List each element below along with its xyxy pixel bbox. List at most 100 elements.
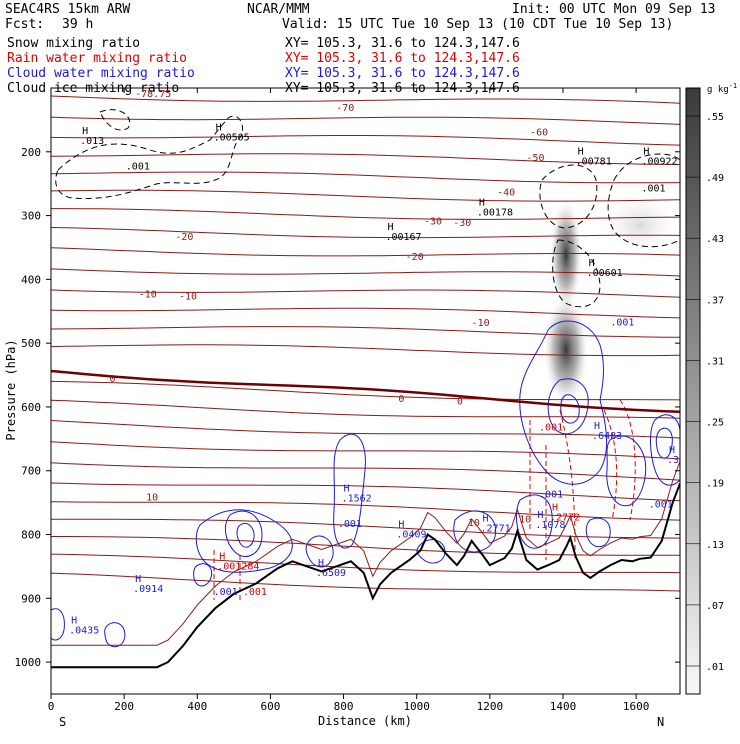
y-tick-label: 200 xyxy=(21,146,41,159)
temperature-contour-label: -78.75 xyxy=(135,89,171,100)
temperature-isotherm xyxy=(51,399,680,419)
temperature-contour-label: -10 xyxy=(472,318,490,329)
maximum-value: .00601 xyxy=(587,268,623,279)
legend-level-label: .37 xyxy=(706,295,724,306)
legend-level-label: .55 xyxy=(706,112,724,123)
maximum-marker: H.00167 xyxy=(385,222,421,243)
temperature-contour-label: -50 xyxy=(526,153,544,164)
maximum-letter: H xyxy=(479,198,485,209)
maximum-marker: .001 xyxy=(539,423,563,434)
maximum-letter: H xyxy=(589,258,595,269)
x-tick-label: 800 xyxy=(334,700,354,713)
maximum-value: .6509 xyxy=(316,568,346,579)
maximum-marker: H.2771 xyxy=(481,513,511,534)
y-tick-label: 300 xyxy=(21,210,41,223)
maximum-value: .001284 xyxy=(217,562,259,573)
legend-unit: g kg-1 xyxy=(707,82,737,95)
temperature-isotherm xyxy=(51,289,680,298)
maximum-marker: .001 xyxy=(126,162,150,173)
y-tick-label: 500 xyxy=(21,337,41,350)
temperature-contour-label: 0 xyxy=(457,397,463,408)
maximum-marker: H.2772 xyxy=(550,502,580,523)
temperature-contour-label: -60 xyxy=(530,127,548,138)
temperature-isotherm xyxy=(51,344,680,357)
legend-colorbar xyxy=(685,87,701,695)
maximum-value: .001 xyxy=(243,587,267,598)
shading-legend: .01 .07 .13 .19 .25 .31 .37 .43 .49 .55 g kg-1 xyxy=(685,82,737,695)
maximum-marker: H.001284 xyxy=(217,552,259,573)
field-name-rain: Rain water mixing ratio xyxy=(7,51,187,66)
legend-level-label: .31 xyxy=(706,356,724,367)
forecast-label: Fcst: xyxy=(5,17,44,32)
temperature-isotherm xyxy=(51,482,680,502)
field-name-cloud-water: Cloud water mixing ratio xyxy=(7,66,195,81)
maximum-letter: H xyxy=(483,513,489,524)
temperature-contour-label: -30 xyxy=(424,217,442,228)
maximum-value: .0914 xyxy=(133,584,163,595)
temperature-contour-label: 10 xyxy=(519,515,531,526)
maximum-value: .001 xyxy=(649,500,673,511)
temperature-contour-label: -40 xyxy=(497,187,515,198)
temperature-contour-label: -10 xyxy=(179,291,197,302)
temperature-contour-label: -10 xyxy=(139,289,157,300)
temperature-isotherm xyxy=(51,268,680,277)
snow-mixing-ratio-shading xyxy=(544,195,678,405)
maximum-letter: H xyxy=(318,558,324,569)
maximum-value: .0435 xyxy=(69,625,99,636)
maximum-marker: .001 xyxy=(610,317,634,328)
legend-level-label: .13 xyxy=(706,540,724,551)
south-end-label: S xyxy=(59,715,66,729)
temperature-isotherm xyxy=(51,95,680,104)
cloud-ice-contours xyxy=(55,109,680,308)
temperature-isotherm xyxy=(51,420,680,439)
x-tick-label: 0 xyxy=(48,700,55,713)
x-tick-label: 200 xyxy=(114,700,134,713)
x-tick-label: 1600 xyxy=(623,700,650,713)
temperature-isotherm xyxy=(51,572,680,592)
maximum-value: .00178 xyxy=(477,208,513,219)
temperature-isotherm xyxy=(51,189,680,202)
maximum-value: .00922 xyxy=(641,157,677,168)
temperature-contour-label: 10 xyxy=(146,492,158,503)
freezing-level-isotherm xyxy=(51,369,680,414)
maximum-marker: H.1078 xyxy=(535,510,565,531)
y-tick-label: 1000 xyxy=(15,656,42,669)
model-name: SEAC4RS 15km ARW xyxy=(5,2,130,17)
temperature-isotherm xyxy=(51,153,680,165)
maximum-marker: H.00781 xyxy=(576,147,612,168)
y-tick-label: 400 xyxy=(21,273,41,286)
field-xy-cloud-water: XY= 105.3, 31.6 to 124.3,147.6 xyxy=(285,66,520,81)
maximum-value: .3069 xyxy=(667,455,697,466)
maximum-marker: .001 xyxy=(539,490,563,501)
maximum-marker: .001 xyxy=(641,183,665,194)
maximum-value: .2772 xyxy=(550,512,580,523)
temperature-isotherm xyxy=(51,518,680,539)
temperature-isotherm xyxy=(51,208,680,220)
forecast-hours: 39 h xyxy=(62,17,93,32)
terrain-profile xyxy=(51,461,680,669)
maximum-letter: H xyxy=(82,126,88,137)
maximum-marker: H.00601 xyxy=(587,258,623,279)
terrain-line xyxy=(51,483,680,669)
maximum-marker: H.1562 xyxy=(342,483,372,504)
maximum-value: .001 xyxy=(126,162,150,173)
temperature-isotherm xyxy=(51,326,680,338)
x-tick-label: 1000 xyxy=(403,700,430,713)
maximum-letter: H xyxy=(578,147,584,158)
temperature-isotherm xyxy=(51,247,680,257)
field-xy-snow: XY= 105.3, 31.6 to 124.3,147.6 xyxy=(285,36,520,51)
legend-ticks: .01 .07 .13 .19 .25 .31 .37 .43 .49 .55 xyxy=(686,112,724,673)
maximum-marker: .001 xyxy=(649,500,673,511)
temperature-isotherm xyxy=(51,171,680,184)
maximum-value: .001 xyxy=(338,519,362,530)
temperature-isotherm xyxy=(51,553,680,574)
x-tick-label: 600 xyxy=(260,700,280,713)
x-tick-label: 1200 xyxy=(477,700,504,713)
cloud-water-contours xyxy=(51,320,680,648)
maximum-marker: H.6509 xyxy=(316,558,346,579)
maximum-value: .00505 xyxy=(214,132,250,143)
north-end-label: N xyxy=(657,715,664,729)
maximum-marker: H.0409 xyxy=(396,520,426,541)
plot-frame xyxy=(50,87,681,695)
